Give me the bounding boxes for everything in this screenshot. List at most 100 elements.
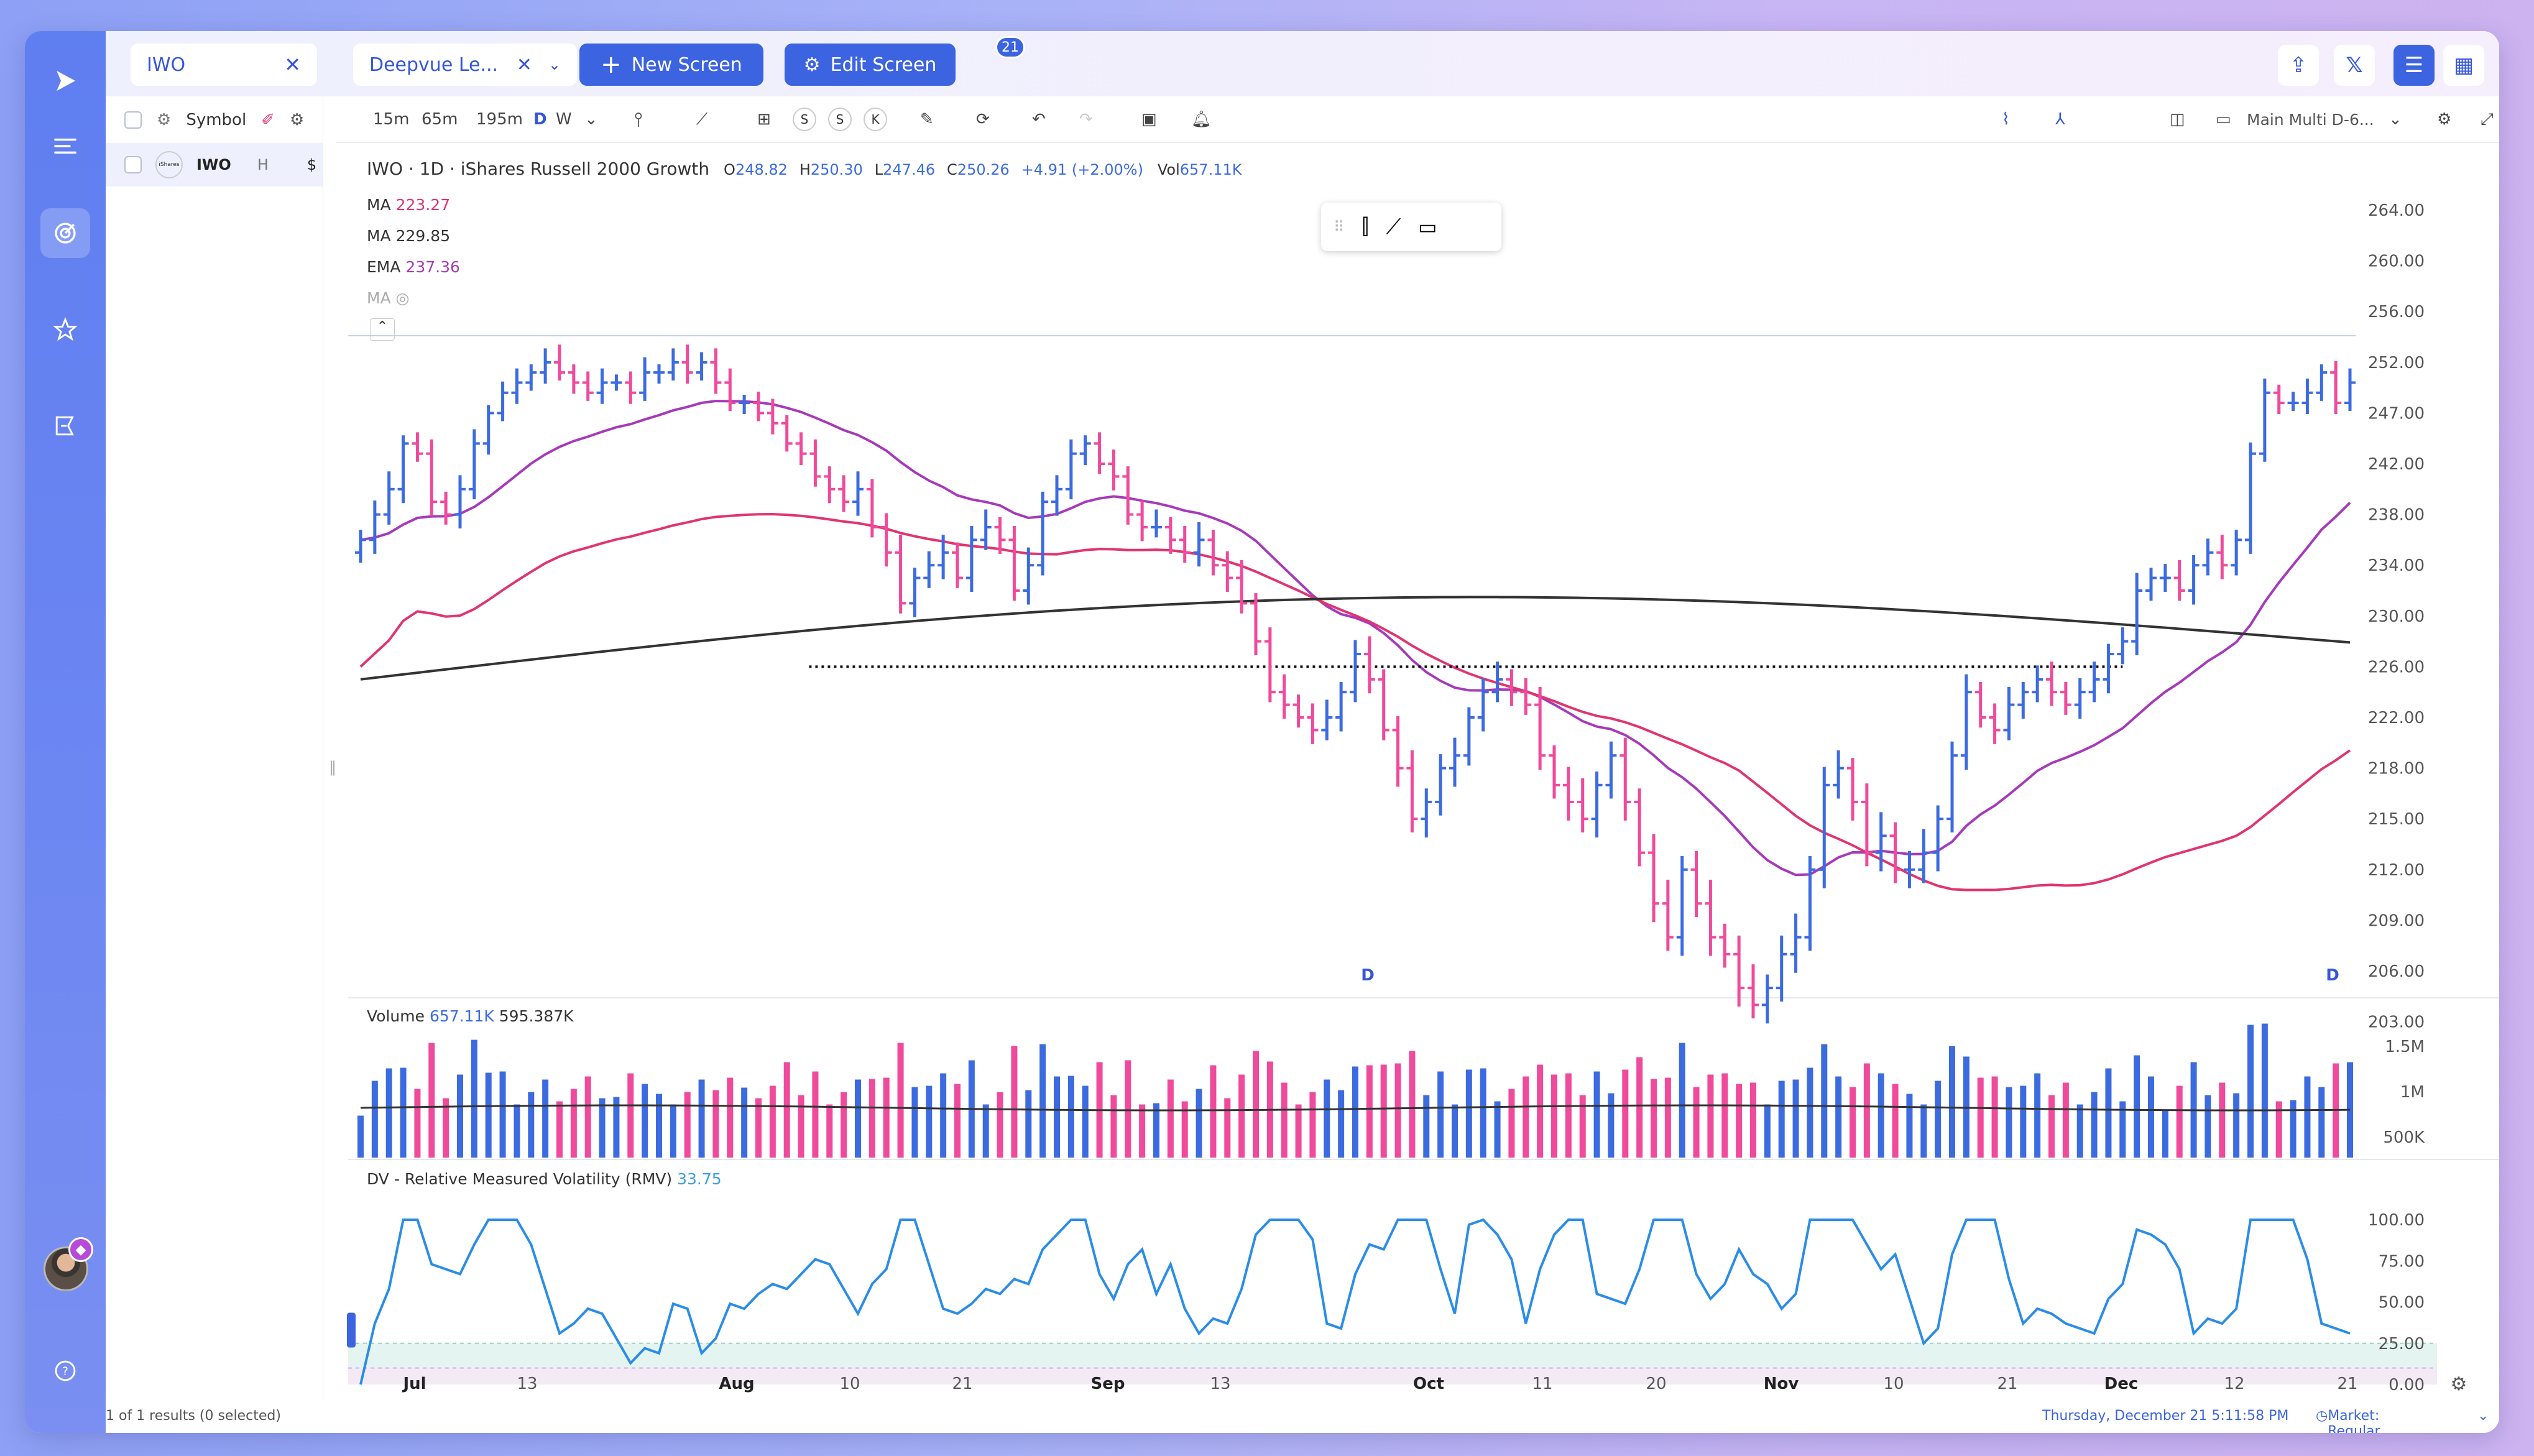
indicators-icon[interactable]: ⟋ — [696, 109, 708, 129]
volume-bar — [599, 1098, 606, 1158]
interval-d[interactable]: D — [533, 110, 547, 129]
volume-bar — [1579, 1095, 1586, 1158]
layout-name[interactable]: Main Multi D-6... — [2247, 110, 2374, 129]
chart-settings-icon[interactable]: ⚙ — [2437, 110, 2452, 129]
ohlc-bar — [1193, 522, 1205, 567]
folder-icon[interactable]: ▭ — [2216, 110, 2231, 129]
screener-icon[interactable] — [40, 208, 90, 258]
volume-bar — [1821, 1044, 1828, 1158]
eraser-icon[interactable]: ✎ — [920, 110, 934, 129]
collapse-legend-button[interactable]: ⌃ — [370, 318, 395, 341]
close-icon[interactable]: ✕ — [516, 53, 532, 76]
toggle-s1[interactable]: S — [793, 108, 816, 131]
comment-icon[interactable]: ▭ — [1418, 215, 1437, 239]
chart-type-icon[interactable]: ⌇ — [2002, 110, 2010, 129]
redo-icon[interactable]: ↷ — [1079, 110, 1093, 129]
volume-bar — [1125, 1060, 1131, 1158]
indicator-ma2[interactable]: MA 229.85 — [367, 227, 451, 245]
ohlc-bar — [1136, 500, 1148, 541]
interval-195m[interactable]: 195m — [476, 110, 523, 129]
settings-icon[interactable]: ⚙ — [157, 110, 172, 129]
x-social-icon[interactable]: 𝕏 — [2334, 45, 2375, 86]
interval-w[interactable]: W — [556, 110, 572, 129]
ohlc-bar — [2103, 643, 2114, 694]
chart-toolbar: 15m 65m 195m D W ⌄ ⫯ ⟋ ⊞ S S K ✎ ⟳ ↶ ↷ ▣… — [336, 96, 2499, 143]
indicator-ema[interactable]: EMA 237.36 — [367, 258, 460, 276]
row-checkbox[interactable] — [124, 156, 142, 173]
column-settings-icon[interactable]: ⚙ — [289, 110, 305, 129]
select-all-checkbox[interactable] — [124, 111, 142, 129]
volume-bar — [656, 1094, 662, 1158]
tab-symbol[interactable]: IWO ✕ — [131, 44, 317, 86]
interval-15m[interactable]: 15m — [373, 110, 410, 129]
eye-off-icon[interactable]: ◎ — [395, 289, 410, 307]
share-icon[interactable]: ⇪ — [2278, 45, 2319, 86]
drag-handle-icon[interactable]: ⠿ — [1334, 218, 1345, 236]
ohlc-bar — [2316, 364, 2328, 401]
ohlc-bar — [639, 357, 651, 401]
grid-view-icon[interactable]: ▦ — [2443, 45, 2484, 86]
ohlc-bar — [2259, 378, 2270, 462]
list-view-icon[interactable]: ☰ — [2393, 45, 2435, 86]
chart-canvas[interactable]: 264.00 260.00 256.00 252.00 247.00 242.00 238.… — [25, 31, 2499, 1433]
trendline-icon[interactable]: ⟋ — [1386, 214, 1401, 239]
layout-icon[interactable]: ◫ — [2170, 110, 2185, 129]
presentation-icon[interactable] — [40, 401, 90, 451]
alert-bell-icon[interactable]: 🔔︎ — [1191, 110, 1212, 129]
chevron-down-icon[interactable]: ⌄ — [2389, 110, 2402, 129]
volume-bar — [1423, 1095, 1430, 1158]
ohlc-bar — [1122, 466, 1134, 525]
ohlc-vol: 657.11K — [1179, 161, 1242, 178]
ohlc-bar — [739, 395, 750, 415]
interval-65m[interactable]: 65m — [422, 110, 458, 129]
ohlc-bar — [1690, 850, 1702, 917]
ohlc-bar — [1705, 880, 1716, 956]
ohlc-bar — [1619, 737, 1631, 821]
candles-icon[interactable]: ⫿ — [1361, 214, 1369, 239]
volume-bar — [868, 1079, 875, 1158]
rmv-scale-handle — [347, 1312, 356, 1348]
indicator-ma-hidden[interactable]: MA ◎ — [367, 289, 410, 307]
logo-icon[interactable] — [40, 56, 90, 106]
ohlc-bar — [1463, 707, 1475, 766]
volume-bar — [1636, 1057, 1643, 1158]
help-icon[interactable]: ? — [40, 1346, 90, 1396]
calendar-icon[interactable]: ▣ — [1141, 110, 1157, 129]
templates-icon[interactable]: ⊞ — [757, 110, 771, 129]
chevron-down-icon[interactable]: ⌄ — [548, 56, 561, 73]
close-icon[interactable]: ✕ — [284, 53, 301, 76]
toggle-s2[interactable]: S — [828, 108, 852, 131]
axis-settings-icon[interactable]: ⚙ — [2451, 1373, 2467, 1395]
star-icon[interactable] — [40, 305, 90, 354]
volume-bar — [1253, 1051, 1259, 1158]
tab-screen[interactable]: Deepvue Le... ✕ ⌄ — [353, 44, 577, 86]
fullscreen-icon[interactable]: ⤢ — [2481, 109, 2494, 129]
price-tick-label: 206.00 — [2368, 962, 2425, 981]
undo-icon[interactable]: ↶ — [1032, 110, 1046, 129]
refresh-icon[interactable]: ⟳ — [976, 110, 990, 129]
new-screen-button[interactable]: + New Screen — [579, 44, 763, 86]
edit-screen-button[interactable]: ⚙ Edit Screen — [785, 44, 956, 86]
ohlc-bar — [468, 429, 480, 500]
indicator-ma1[interactable]: MA 223.27 — [367, 196, 451, 214]
price-tick-label: 260.00 — [2368, 252, 2425, 271]
symbol-column-header[interactable]: Symbol — [186, 110, 247, 129]
ohlc-bar — [610, 374, 622, 391]
ohlc-bar — [938, 535, 949, 579]
volume-bar — [1352, 1066, 1358, 1158]
ohlc-bar — [824, 466, 836, 504]
pin-icon[interactable]: ✐ — [261, 110, 275, 129]
watchlist-row[interactable]: iShares IWO H $ — [106, 143, 323, 187]
ohlc-bar — [1051, 475, 1062, 516]
ohlc-bar — [596, 368, 608, 404]
panel-resize-handle[interactable]: ‖ — [329, 758, 336, 776]
volume-bar — [1465, 1069, 1472, 1158]
menu-icon[interactable] — [40, 121, 90, 171]
ohlc-bar — [2245, 442, 2256, 554]
chevron-down-icon[interactable]: ⌄ — [2477, 1408, 2489, 1424]
compare-icon[interactable]: ⅄ — [2055, 110, 2065, 129]
chevron-down-icon[interactable]: ⌄ — [584, 110, 598, 129]
ohlc-bar — [1378, 669, 1389, 740]
toggle-k[interactable]: K — [864, 108, 887, 131]
bar-style-icon[interactable]: ⫯ — [634, 107, 643, 131]
